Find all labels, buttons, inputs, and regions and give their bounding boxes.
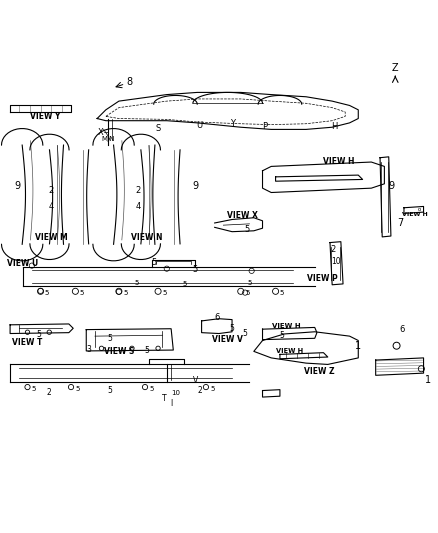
Text: VIEW N: VIEW N	[131, 233, 163, 243]
Text: 2: 2	[330, 246, 336, 254]
Text: VIEW H: VIEW H	[402, 212, 428, 217]
Text: 6: 6	[399, 325, 404, 334]
Text: 5: 5	[108, 334, 113, 343]
Text: 10: 10	[332, 257, 341, 266]
Text: 5: 5	[108, 386, 113, 395]
Text: P: P	[262, 122, 267, 131]
Text: VIEW X: VIEW X	[227, 211, 258, 220]
Text: 9: 9	[192, 181, 198, 191]
Text: S: S	[155, 124, 161, 133]
Text: VIEW M: VIEW M	[35, 233, 68, 243]
Text: 5: 5	[210, 386, 215, 392]
Text: 5: 5	[162, 290, 167, 296]
Text: VIEW Y: VIEW Y	[30, 112, 60, 121]
Text: 5: 5	[245, 225, 250, 235]
Text: VIEW S: VIEW S	[104, 347, 134, 356]
Text: V: V	[192, 376, 198, 385]
Text: 7: 7	[397, 218, 403, 228]
Text: T: T	[162, 394, 167, 403]
Text: H: H	[331, 122, 338, 131]
Text: 5: 5	[230, 324, 234, 333]
Text: VIEW H: VIEW H	[323, 157, 354, 166]
Text: VIEW P: VIEW P	[307, 274, 338, 282]
Text: 5: 5	[192, 265, 198, 274]
Text: 9: 9	[15, 181, 21, 191]
Text: 8: 8	[127, 77, 133, 86]
Text: VIEW Z: VIEW Z	[304, 367, 335, 376]
Text: 5: 5	[151, 257, 156, 266]
Text: Y: Y	[230, 119, 235, 128]
Text: 5: 5	[182, 281, 187, 287]
Text: 5: 5	[32, 386, 36, 392]
Text: 10: 10	[171, 390, 180, 395]
Text: X: X	[98, 128, 103, 137]
Text: 1: 1	[425, 375, 431, 385]
Text: 6: 6	[214, 313, 219, 322]
Text: 5: 5	[247, 280, 252, 286]
Text: 3: 3	[86, 345, 91, 354]
Text: VIEW T: VIEW T	[12, 338, 42, 347]
Text: I: I	[170, 399, 172, 408]
Text: 5: 5	[75, 386, 80, 392]
Text: 5: 5	[45, 290, 49, 296]
Text: o: o	[417, 207, 421, 212]
Text: 5: 5	[134, 280, 138, 286]
Text: 2: 2	[197, 386, 202, 395]
Text: 5: 5	[280, 331, 285, 340]
Text: 5: 5	[36, 330, 41, 340]
Text: 4: 4	[135, 203, 141, 212]
Text: 5: 5	[245, 290, 250, 296]
Text: 5: 5	[243, 329, 247, 338]
Text: 1: 1	[355, 341, 361, 351]
Text: VIEW H: VIEW H	[276, 349, 303, 354]
Text: 5: 5	[280, 290, 284, 296]
Text: Z: Z	[392, 63, 399, 74]
Text: VIEW H: VIEW H	[272, 323, 301, 329]
Text: 2: 2	[48, 186, 53, 195]
Text: 5: 5	[80, 290, 84, 296]
Text: 9: 9	[389, 181, 395, 191]
Text: VIEW U: VIEW U	[7, 259, 38, 268]
Text: U: U	[196, 120, 202, 130]
Text: 2: 2	[47, 388, 52, 397]
Text: 4: 4	[48, 203, 53, 212]
Text: 2: 2	[135, 186, 141, 195]
Text: 5: 5	[149, 386, 154, 392]
Text: 5: 5	[123, 290, 127, 296]
Text: VIEW V: VIEW V	[212, 335, 243, 344]
Text: M,N: M,N	[101, 136, 115, 142]
Text: 5: 5	[145, 345, 150, 354]
